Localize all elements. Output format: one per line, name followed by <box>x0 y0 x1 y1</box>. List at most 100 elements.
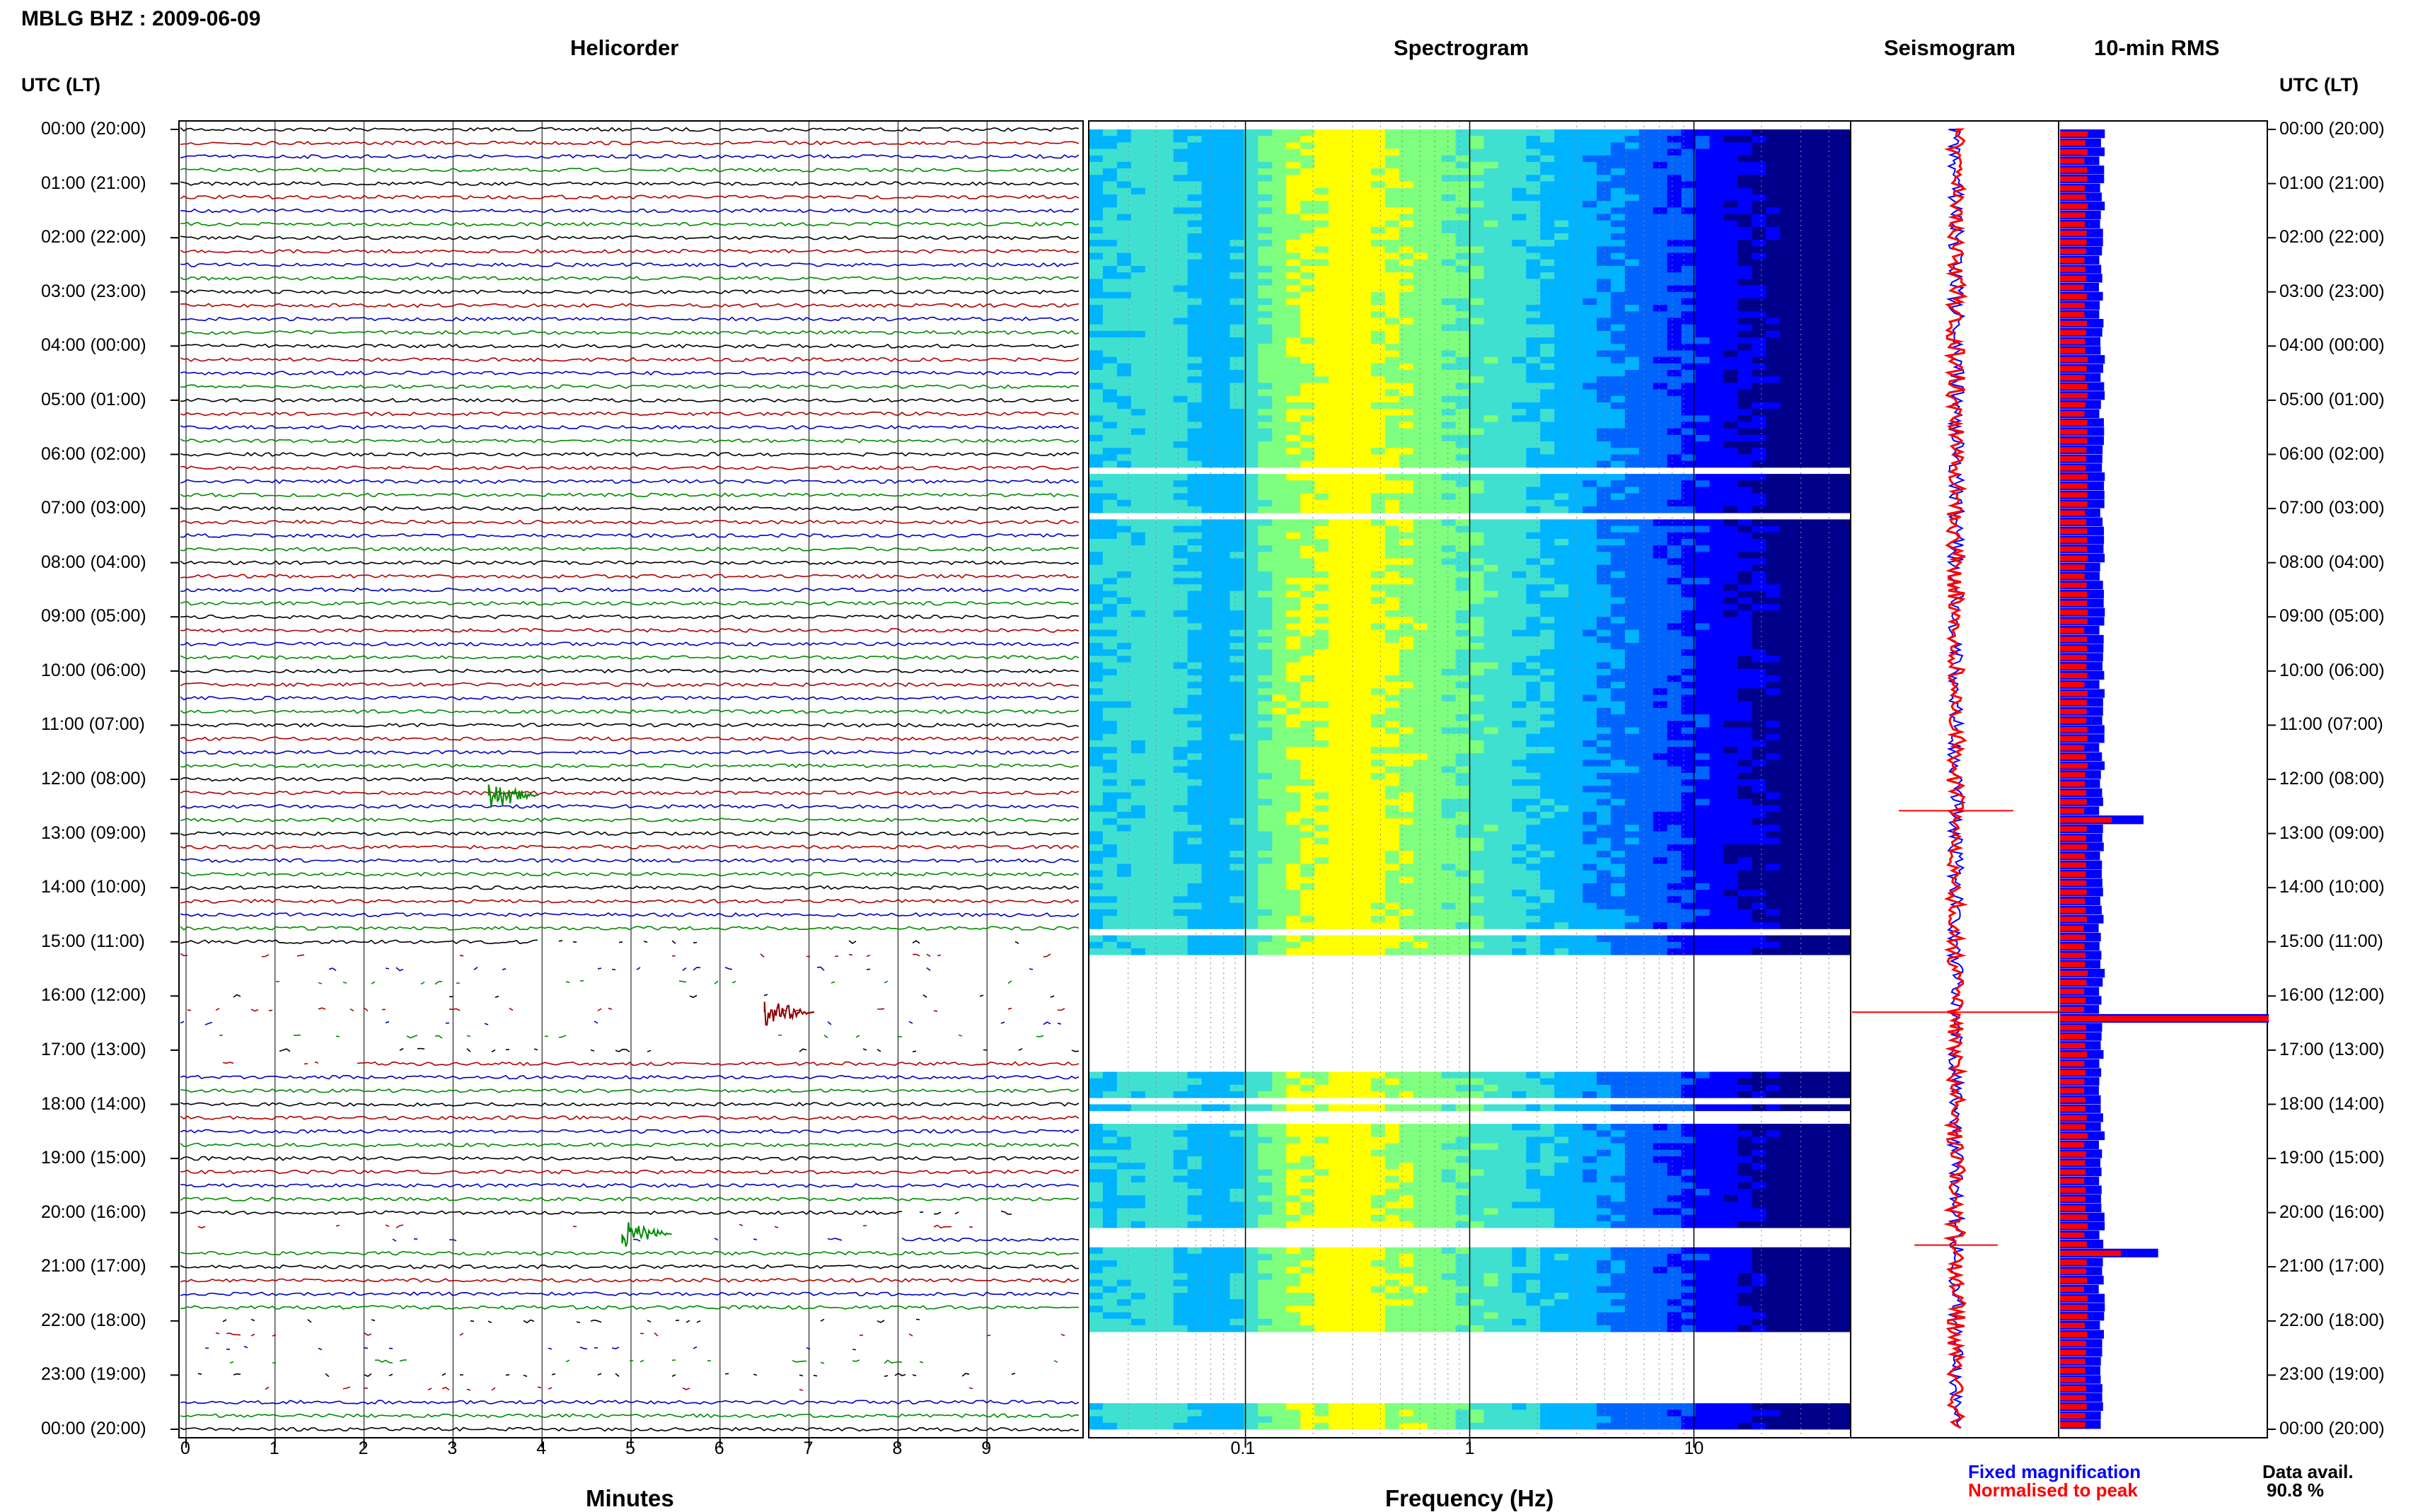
spectrogram-cell <box>1554 525 1569 533</box>
spectrogram-cell <box>1441 298 1457 306</box>
spectrogram-cell <box>1089 330 1104 338</box>
spectrogram-cell <box>1145 129 1160 136</box>
spectrogram-cell <box>1667 246 1682 253</box>
spectrogram-cell <box>1413 434 1428 442</box>
spectrogram-cell <box>1568 506 1583 513</box>
spectrogram-cell <box>1583 298 1597 306</box>
spectrogram-cell <box>1597 584 1612 591</box>
spectrogram-cell <box>1159 233 1174 240</box>
spectrogram-cell <box>1540 623 1555 630</box>
spectrogram-cell <box>1399 330 1414 338</box>
spectrogram-cell <box>1130 454 1146 462</box>
spectrogram-cell <box>1667 656 1682 663</box>
spectrogram-cell <box>1102 668 1118 676</box>
spectrogram-cell <box>1808 487 1823 494</box>
spectrogram-cell <box>1244 441 1259 448</box>
spectrogram-cell <box>1173 305 1188 312</box>
spectrogram-cell <box>1709 318 1725 325</box>
spectrogram-cell <box>1089 636 1104 644</box>
spectrogram-cell <box>1370 252 1386 260</box>
spectrogram-cell <box>1116 402 1132 409</box>
spectrogram-cell <box>1272 291 1287 299</box>
spectrogram-cell <box>1258 493 1273 501</box>
spectrogram-cell <box>1554 207 1569 214</box>
spectrogram-cell <box>1102 675 1118 682</box>
spectrogram-cell <box>1483 142 1498 149</box>
spectrogram-cell <box>1512 448 1527 455</box>
spectrogram-cell <box>1808 155 1823 163</box>
spectrogram-cell <box>1540 155 1555 163</box>
spectrogram-cell <box>1455 201 1471 208</box>
spectrogram-cell <box>1314 181 1329 189</box>
spectrogram-cell <box>1638 434 1654 442</box>
spectrogram-cell <box>1201 330 1217 338</box>
spectrogram-cell <box>1102 187 1118 195</box>
spectrogram-cell <box>1526 214 1541 221</box>
spectrogram-cell <box>1752 226 1766 234</box>
spectrogram-cell <box>1300 226 1315 234</box>
spectrogram-cell <box>1469 324 1484 332</box>
spectrogram-cell <box>1215 460 1230 468</box>
spectrogram-cell <box>1173 383 1188 390</box>
spectrogram-cell <box>1356 376 1372 383</box>
spectrogram-cell <box>1597 610 1612 617</box>
spectrogram-cell <box>1681 597 1696 605</box>
spectrogram-cell <box>1314 525 1329 533</box>
spectrogram-cell <box>1384 545 1400 552</box>
spectrogram-cell <box>1766 409 1781 416</box>
spectrogram-cell <box>1286 175 1301 182</box>
spectrogram-cell <box>1681 370 1696 377</box>
spectrogram-cell <box>1597 578 1612 585</box>
helicorder-trace <box>180 276 1080 281</box>
spectrogram-cell <box>1173 356 1188 364</box>
spectrogram-cell <box>1244 525 1259 533</box>
spectrogram-cell <box>1356 525 1372 533</box>
spectrogram-cell <box>1187 571 1203 578</box>
spectrogram-cell <box>1329 474 1343 481</box>
spectrogram-cell <box>1370 421 1386 429</box>
spectrogram-cell <box>1102 402 1118 409</box>
spectrogram-cell <box>1695 383 1711 390</box>
spectrogram-cell <box>1737 610 1752 617</box>
spectrogram-cell <box>1089 285 1104 293</box>
spectrogram-cell <box>1610 259 1626 267</box>
spectrogram-cell <box>1709 656 1725 663</box>
spectrogram-cell <box>1300 214 1315 221</box>
spectrogram-cell <box>1653 539 1668 546</box>
spectrogram-cell <box>1723 707 1738 715</box>
spectrogram-cell <box>1314 668 1329 676</box>
spectrogram-cell <box>1667 330 1682 338</box>
spectrogram-cell <box>1173 285 1188 293</box>
spectrogram-cell <box>1399 539 1414 546</box>
spectrogram-cell <box>1427 409 1442 416</box>
spectrogram-cell <box>1272 187 1287 195</box>
spectrogram-cell <box>1737 187 1752 195</box>
spectrogram-cell <box>1116 266 1132 273</box>
spectrogram-cell <box>1737 402 1752 409</box>
spectrogram-cell <box>1667 434 1682 442</box>
spectrogram-cell <box>1597 525 1612 533</box>
spectrogram-cell <box>1836 610 1851 617</box>
spectrogram-cell <box>1370 675 1386 682</box>
spectrogram-cell <box>1116 363 1132 371</box>
spectrogram-cell <box>1554 558 1569 566</box>
spectrogram-cell <box>1399 350 1414 358</box>
spectrogram-cell <box>1624 448 1640 455</box>
spectrogram-cell <box>1384 226 1400 234</box>
spectrogram-cell <box>1201 571 1217 578</box>
spectrogram-cell <box>1427 252 1442 260</box>
spectrogram-cell <box>1526 636 1541 644</box>
spectrogram-cell <box>1159 311 1174 318</box>
spectrogram-cell <box>1638 187 1654 195</box>
spectrogram-cell <box>1498 252 1512 260</box>
spectrogram-cell <box>1836 149 1851 156</box>
spectrogram-cell <box>1130 682 1146 689</box>
spectrogram-cell <box>1258 584 1273 591</box>
spectrogram-cell <box>1610 636 1626 644</box>
spectrogram-cell <box>1173 584 1188 591</box>
helicorder-trace <box>180 208 1080 214</box>
spectrogram-cell <box>1526 168 1541 175</box>
spectrogram-cell <box>1780 487 1795 494</box>
spectrogram-cell <box>1441 558 1457 566</box>
spectrogram-cell <box>1300 682 1315 689</box>
